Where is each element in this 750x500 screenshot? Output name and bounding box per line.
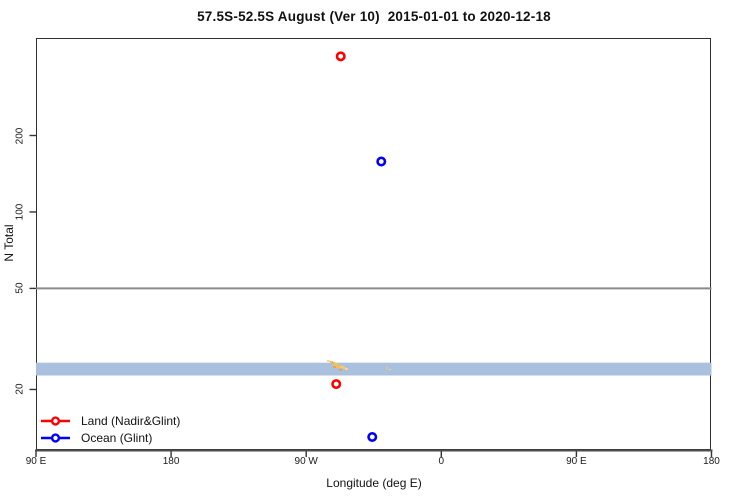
- x-tick-label: 90 W: [294, 456, 318, 467]
- land-patch: [343, 367, 346, 369]
- land-patch: [332, 362, 335, 364]
- x-tick-label: 0: [438, 456, 445, 467]
- x-axis-title: Longitude (deg E): [326, 476, 422, 490]
- land-patch: [336, 365, 341, 368]
- x-tick-label: 180: [162, 456, 180, 467]
- land-patch: [386, 367, 388, 369]
- data-point-land: [335, 51, 346, 62]
- x-tick-label: 90 E: [25, 456, 47, 467]
- x-tick-label: 90 E: [566, 456, 587, 467]
- data-point-ocean: [367, 431, 378, 442]
- land-patch: [330, 361, 333, 363]
- x-tick-label: 180: [703, 456, 720, 467]
- legend-marker-icon: [41, 432, 70, 443]
- legend-marker-icon: [41, 415, 70, 426]
- ocean-band: [36, 362, 712, 376]
- land-patch: [389, 369, 391, 370]
- land-patch: [327, 360, 330, 362]
- legend-item: Ocean (Glint): [40, 430, 180, 445]
- land-patch: [345, 368, 348, 370]
- legend-label: Ocean (Glint): [81, 430, 153, 445]
- land-patch: [334, 363, 338, 366]
- legend: Land (Nadir&Glint) Ocean (Glint): [40, 413, 180, 445]
- chart-title: 57.5S-52.5S August (Ver 10) 2015-01-01 t…: [197, 9, 551, 24]
- legend-item: Land (Nadir&Glint): [40, 413, 180, 428]
- land-patch: [339, 369, 342, 371]
- land-patch: [340, 366, 344, 368]
- land-patch: [333, 366, 336, 368]
- data-point-ocean: [376, 156, 387, 167]
- data-point-land: [331, 379, 342, 390]
- legend-label: Land (Nadir&Glint): [81, 413, 181, 428]
